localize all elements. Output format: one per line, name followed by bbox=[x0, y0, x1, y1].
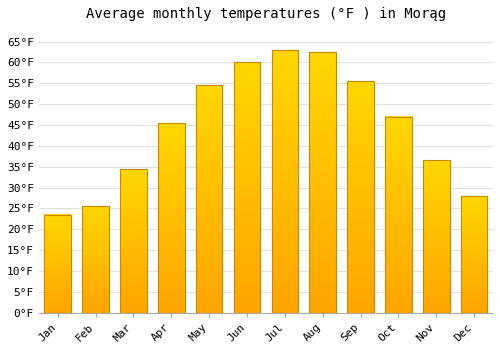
Bar bbox=[310, 52, 336, 313]
Title: Average monthly temperatures (°F ) in Morąg: Average monthly temperatures (°F ) in Mo… bbox=[86, 7, 446, 21]
Bar bbox=[423, 160, 450, 313]
Bar bbox=[348, 81, 374, 313]
Bar bbox=[120, 169, 146, 313]
Bar bbox=[385, 117, 411, 313]
Bar bbox=[196, 85, 222, 313]
Bar bbox=[44, 215, 71, 313]
Bar bbox=[234, 62, 260, 313]
Bar bbox=[461, 196, 487, 313]
Bar bbox=[82, 206, 109, 313]
Bar bbox=[272, 50, 298, 313]
Bar bbox=[158, 123, 184, 313]
